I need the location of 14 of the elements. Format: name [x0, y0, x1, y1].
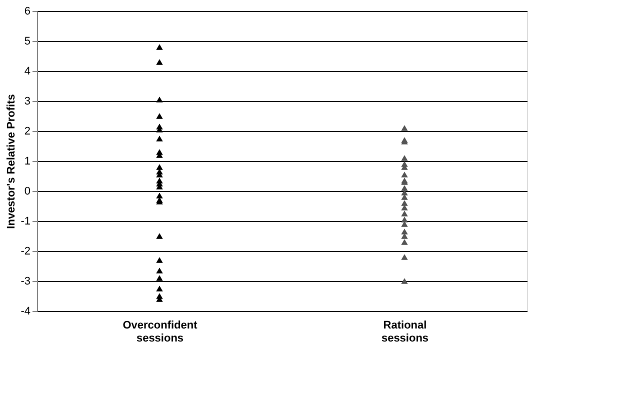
x-tick-label: Rational sessions [381, 320, 429, 344]
x-tick-label: Overconfident sessions [122, 320, 198, 344]
y-tick-label: -1 [20, 216, 30, 228]
y-tick-label: 4 [24, 66, 30, 78]
y-tick-label: 2 [24, 126, 30, 138]
y-tick-label: 6 [24, 6, 30, 18]
y-tick-label: 0 [24, 186, 30, 198]
y-tick-label: 3 [24, 96, 30, 108]
y-tick-label: 1 [24, 156, 30, 168]
y-tick-label: 5 [24, 36, 30, 48]
y-tick-label: -3 [20, 276, 30, 288]
y-axis-title: Investor's Relative Profits [6, 94, 18, 229]
y-tick-label: -4 [20, 306, 30, 318]
y-tick-label: -2 [20, 246, 30, 258]
